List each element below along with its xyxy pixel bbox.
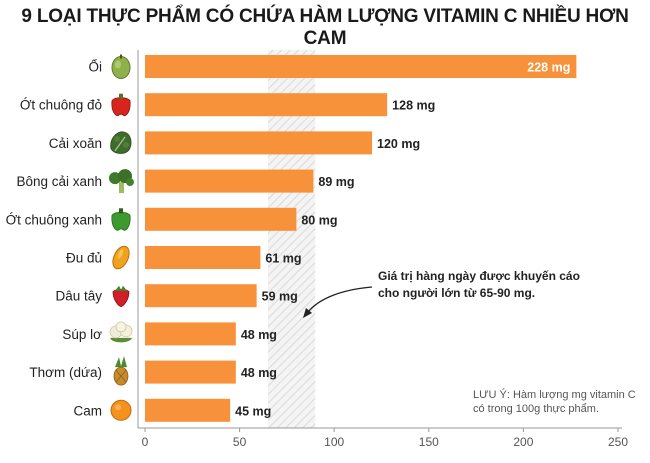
category-label: Ớt chuông xanh [6, 212, 102, 227]
bar [145, 284, 257, 308]
category-label: Bông cải xanh [16, 174, 102, 189]
bar [145, 207, 297, 231]
footnote: LƯU Ý: Hàm lượng mg vitamin C có trong 1… [473, 388, 643, 416]
footnote-line-2: có trong 100g thực phẩm. [473, 403, 599, 415]
bar [145, 322, 236, 346]
x-tick-label: 150 [419, 435, 439, 449]
x-tick-label: 250 [608, 435, 628, 449]
bar [145, 131, 373, 155]
category-label: Dâu tây [55, 289, 102, 304]
bar [145, 246, 261, 269]
x-tick-label: 0 [142, 435, 149, 449]
bar [145, 398, 231, 422]
red-bell-pepper-icon [111, 93, 131, 117]
value-label: 61 mg [265, 252, 301, 266]
bar [145, 169, 314, 193]
value-label: 128 mg [392, 99, 435, 113]
strawberry-icon [112, 285, 130, 308]
value-label: 120 mg [377, 137, 420, 151]
bar [145, 55, 577, 78]
footnote-line-1: LƯU Ý: Hàm lượng mg vitamin C [473, 389, 636, 401]
value-label: 80 mg [301, 213, 337, 227]
value-label: 48 mg [241, 366, 277, 380]
papaya-icon [112, 245, 130, 270]
x-tick-label: 50 [233, 435, 247, 449]
kale-icon [110, 131, 132, 154]
bar [145, 360, 236, 384]
category-label: Cải xoăn [49, 136, 102, 151]
category-label: Súp lơ [62, 327, 102, 342]
guava-icon [111, 54, 131, 79]
annotation-line-2: cho người lớn từ 65-90 mg. [378, 286, 535, 300]
cauliflower-icon [109, 321, 133, 343]
orange-icon [110, 399, 132, 421]
annotation-arrowhead [303, 308, 312, 318]
green-bell-pepper-icon [111, 208, 131, 231]
chart-title: 9 LOẠI THỰC PHẨM CÓ CHỨA HÀM LƯỢNG VITAM… [21, 6, 629, 49]
broccoli-icon [109, 169, 134, 194]
value-label: 45 mg [235, 404, 271, 418]
value-label: 59 mg [262, 290, 298, 304]
value-label: 228 mg [527, 61, 570, 75]
value-label: 89 mg [318, 175, 354, 189]
category-label: Cam [73, 403, 102, 418]
bar [145, 93, 388, 117]
x-tick-label: 200 [513, 435, 533, 449]
category-label: Thơm (dứa) [29, 365, 102, 380]
category-label: Đu đủ [66, 251, 102, 266]
annotation-arrow [307, 286, 373, 313]
annotation-line-1: Giá trị hàng ngày được khuyến cáo [378, 269, 580, 283]
x-tick-label: 100 [324, 435, 344, 449]
category-label: Ớt chuông đỏ [20, 98, 102, 113]
value-label: 48 mg [241, 328, 277, 342]
pineapple-icon [113, 356, 129, 386]
category-label: Ổi [89, 60, 103, 75]
